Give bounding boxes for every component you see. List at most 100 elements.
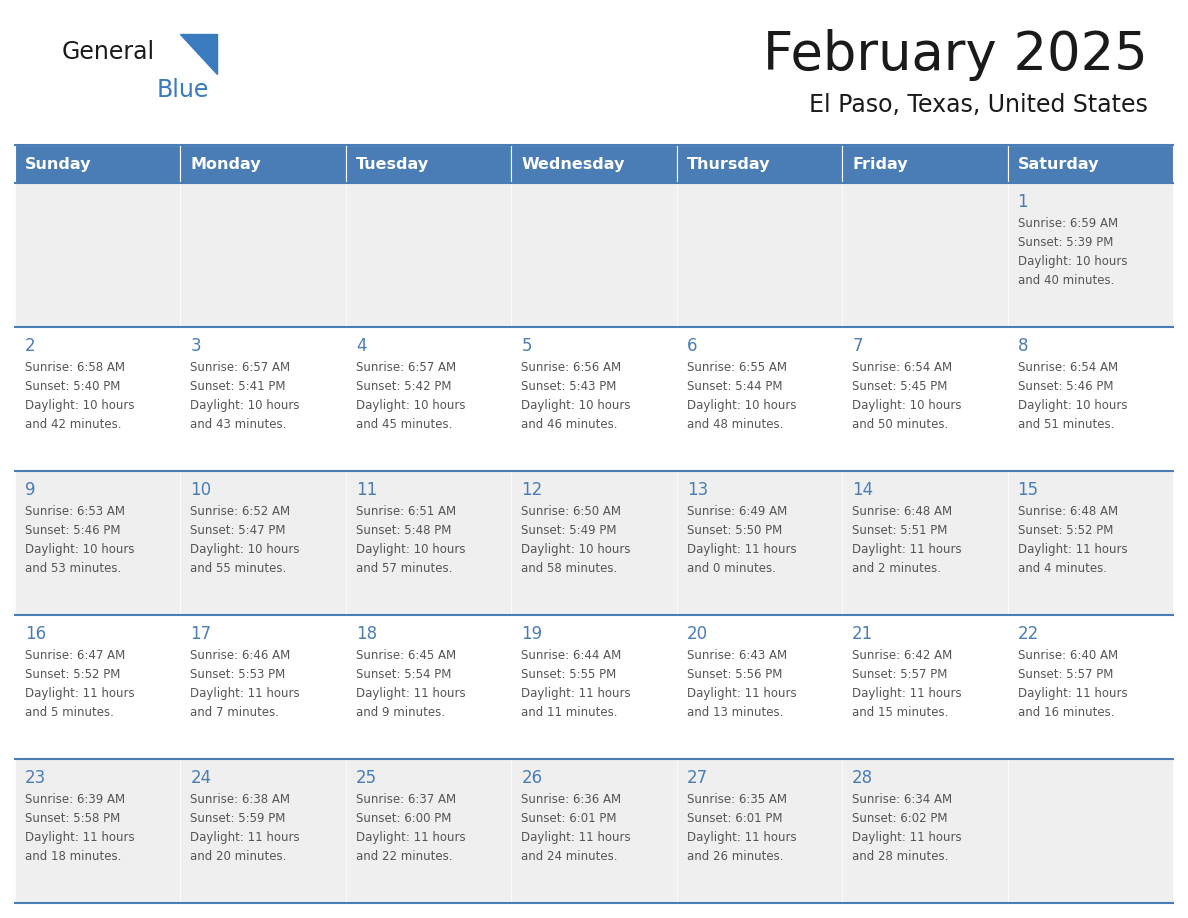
Text: Sunrise: 6:56 AM: Sunrise: 6:56 AM: [522, 361, 621, 374]
Text: and 40 minutes.: and 40 minutes.: [1018, 274, 1114, 287]
Text: Sunset: 5:41 PM: Sunset: 5:41 PM: [190, 380, 286, 393]
Text: and 13 minutes.: and 13 minutes.: [687, 706, 783, 719]
Text: Sunset: 5:48 PM: Sunset: 5:48 PM: [356, 524, 451, 537]
Text: Sunset: 5:59 PM: Sunset: 5:59 PM: [190, 812, 286, 825]
Text: Daylight: 11 hours: Daylight: 11 hours: [687, 687, 796, 700]
Text: 21: 21: [852, 625, 873, 643]
Text: 14: 14: [852, 481, 873, 499]
Text: Sunday: Sunday: [25, 156, 91, 172]
Text: and 5 minutes.: and 5 minutes.: [25, 706, 114, 719]
Bar: [511, 145, 677, 183]
Bar: [15, 183, 181, 327]
Text: Sunset: 5:49 PM: Sunset: 5:49 PM: [522, 524, 617, 537]
Bar: [842, 145, 1007, 183]
Text: Sunset: 5:45 PM: Sunset: 5:45 PM: [852, 380, 948, 393]
Text: Sunrise: 6:42 AM: Sunrise: 6:42 AM: [852, 649, 953, 662]
Text: Daylight: 11 hours: Daylight: 11 hours: [1018, 543, 1127, 556]
Text: Tuesday: Tuesday: [356, 156, 429, 172]
Text: 11: 11: [356, 481, 377, 499]
Text: and 26 minutes.: and 26 minutes.: [687, 850, 783, 863]
Bar: [677, 327, 842, 471]
Text: Sunrise: 6:48 AM: Sunrise: 6:48 AM: [1018, 505, 1118, 518]
Text: 20: 20: [687, 625, 708, 643]
Text: Sunset: 6:02 PM: Sunset: 6:02 PM: [852, 812, 948, 825]
Text: Daylight: 11 hours: Daylight: 11 hours: [852, 831, 962, 844]
Bar: [1007, 615, 1173, 759]
Text: Sunset: 5:42 PM: Sunset: 5:42 PM: [356, 380, 451, 393]
Bar: [511, 615, 677, 759]
Text: and 45 minutes.: and 45 minutes.: [356, 418, 453, 431]
Text: Sunrise: 6:49 AM: Sunrise: 6:49 AM: [687, 505, 786, 518]
Text: Daylight: 11 hours: Daylight: 11 hours: [1018, 687, 1127, 700]
Text: El Paso, Texas, United States: El Paso, Texas, United States: [809, 93, 1148, 117]
Text: Sunset: 6:01 PM: Sunset: 6:01 PM: [687, 812, 782, 825]
Text: Sunset: 5:57 PM: Sunset: 5:57 PM: [852, 668, 948, 681]
Text: Sunrise: 6:58 AM: Sunrise: 6:58 AM: [25, 361, 125, 374]
Text: Daylight: 10 hours: Daylight: 10 hours: [356, 543, 466, 556]
Text: Sunset: 5:57 PM: Sunset: 5:57 PM: [1018, 668, 1113, 681]
Bar: [842, 327, 1007, 471]
Text: Daylight: 11 hours: Daylight: 11 hours: [190, 831, 301, 844]
Text: and 9 minutes.: and 9 minutes.: [356, 706, 444, 719]
Text: and 22 minutes.: and 22 minutes.: [356, 850, 453, 863]
Text: Sunset: 6:01 PM: Sunset: 6:01 PM: [522, 812, 617, 825]
Text: 15: 15: [1018, 481, 1038, 499]
Text: Daylight: 11 hours: Daylight: 11 hours: [25, 831, 134, 844]
Bar: [1007, 327, 1173, 471]
Text: Sunset: 5:44 PM: Sunset: 5:44 PM: [687, 380, 782, 393]
Text: Monday: Monday: [190, 156, 261, 172]
Text: Sunrise: 6:48 AM: Sunrise: 6:48 AM: [852, 505, 953, 518]
Text: Sunrise: 6:54 AM: Sunrise: 6:54 AM: [1018, 361, 1118, 374]
Text: Sunset: 5:53 PM: Sunset: 5:53 PM: [190, 668, 285, 681]
Bar: [346, 327, 511, 471]
Bar: [511, 471, 677, 615]
Text: Daylight: 10 hours: Daylight: 10 hours: [1018, 399, 1127, 412]
Bar: [677, 183, 842, 327]
Text: 25: 25: [356, 769, 377, 787]
Text: 28: 28: [852, 769, 873, 787]
Text: Friday: Friday: [852, 156, 908, 172]
Text: Daylight: 11 hours: Daylight: 11 hours: [190, 687, 301, 700]
Text: and 4 minutes.: and 4 minutes.: [1018, 562, 1106, 575]
Bar: [842, 183, 1007, 327]
Text: Sunset: 5:39 PM: Sunset: 5:39 PM: [1018, 236, 1113, 249]
Text: 18: 18: [356, 625, 377, 643]
Text: Sunrise: 6:36 AM: Sunrise: 6:36 AM: [522, 793, 621, 806]
Text: Sunset: 6:00 PM: Sunset: 6:00 PM: [356, 812, 451, 825]
Bar: [511, 327, 677, 471]
Text: and 0 minutes.: and 0 minutes.: [687, 562, 776, 575]
Bar: [1007, 759, 1173, 903]
Text: and 15 minutes.: and 15 minutes.: [852, 706, 948, 719]
Text: Sunrise: 6:51 AM: Sunrise: 6:51 AM: [356, 505, 456, 518]
Text: Sunrise: 6:57 AM: Sunrise: 6:57 AM: [356, 361, 456, 374]
Text: Daylight: 11 hours: Daylight: 11 hours: [356, 831, 466, 844]
Bar: [346, 471, 511, 615]
Text: Sunrise: 6:44 AM: Sunrise: 6:44 AM: [522, 649, 621, 662]
Text: Sunrise: 6:52 AM: Sunrise: 6:52 AM: [190, 505, 291, 518]
Text: 12: 12: [522, 481, 543, 499]
Text: Sunrise: 6:45 AM: Sunrise: 6:45 AM: [356, 649, 456, 662]
Text: Daylight: 10 hours: Daylight: 10 hours: [522, 543, 631, 556]
Text: 1: 1: [1018, 193, 1028, 211]
Text: 13: 13: [687, 481, 708, 499]
Text: 17: 17: [190, 625, 211, 643]
Text: 8: 8: [1018, 337, 1028, 355]
Text: Sunset: 5:43 PM: Sunset: 5:43 PM: [522, 380, 617, 393]
Text: Thursday: Thursday: [687, 156, 770, 172]
Text: Sunset: 5:51 PM: Sunset: 5:51 PM: [852, 524, 948, 537]
Text: Saturday: Saturday: [1018, 156, 1099, 172]
Text: 19: 19: [522, 625, 543, 643]
Text: Daylight: 11 hours: Daylight: 11 hours: [687, 831, 796, 844]
Text: Sunset: 5:55 PM: Sunset: 5:55 PM: [522, 668, 617, 681]
Text: and 43 minutes.: and 43 minutes.: [190, 418, 286, 431]
Bar: [15, 759, 181, 903]
Bar: [181, 471, 346, 615]
Text: Sunrise: 6:55 AM: Sunrise: 6:55 AM: [687, 361, 786, 374]
Text: and 16 minutes.: and 16 minutes.: [1018, 706, 1114, 719]
Text: 5: 5: [522, 337, 532, 355]
Text: 6: 6: [687, 337, 697, 355]
Text: 2: 2: [25, 337, 36, 355]
Bar: [842, 471, 1007, 615]
Text: Sunrise: 6:47 AM: Sunrise: 6:47 AM: [25, 649, 125, 662]
Text: Sunrise: 6:35 AM: Sunrise: 6:35 AM: [687, 793, 786, 806]
